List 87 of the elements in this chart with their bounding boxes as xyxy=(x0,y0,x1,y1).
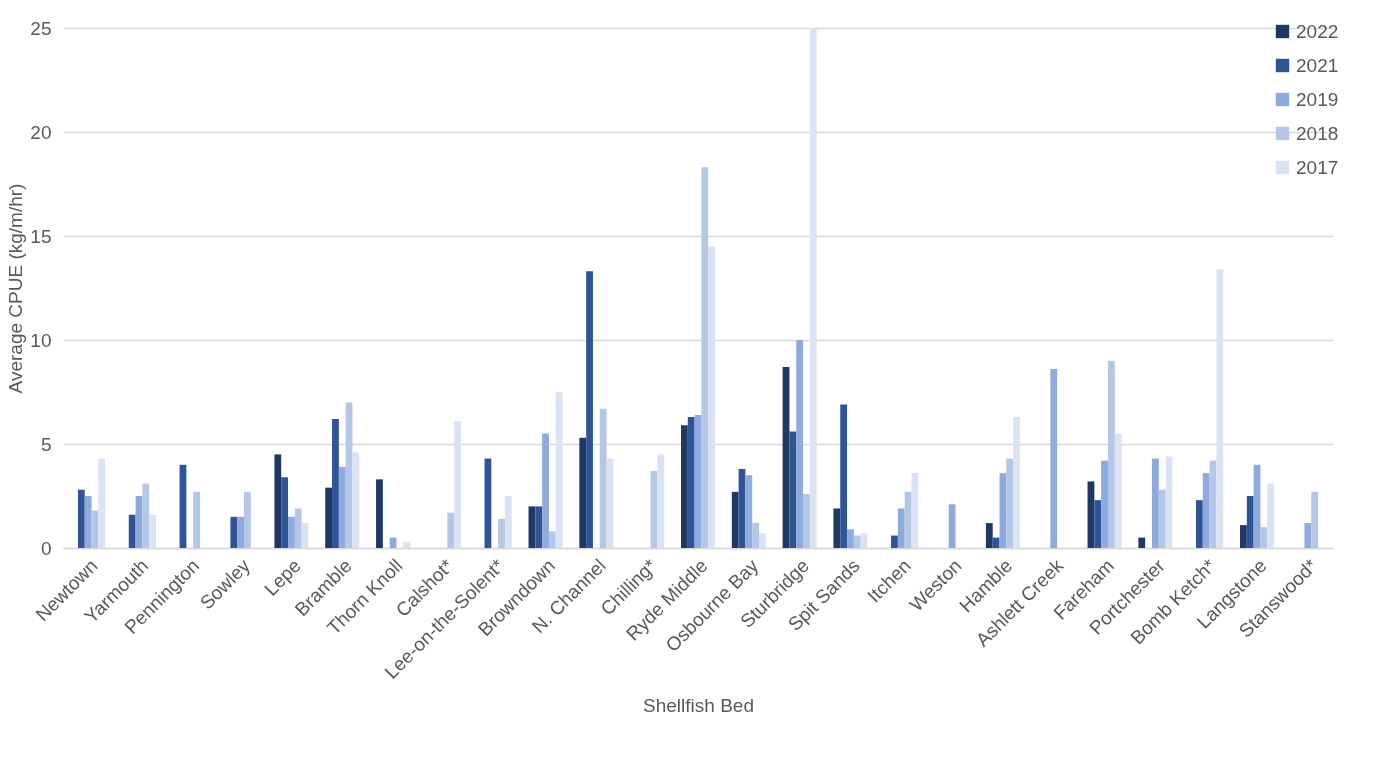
bar xyxy=(1107,360,1115,548)
bar xyxy=(796,340,804,548)
bar xyxy=(1114,433,1122,548)
bar xyxy=(687,416,695,548)
bar xyxy=(149,514,156,548)
bar xyxy=(230,516,238,548)
bar xyxy=(891,535,898,548)
bar xyxy=(911,473,919,548)
bar xyxy=(535,506,543,548)
bar xyxy=(1138,537,1146,548)
bar xyxy=(1260,527,1268,548)
bar xyxy=(244,491,251,548)
bar xyxy=(98,458,106,548)
bar xyxy=(1240,525,1247,548)
bar xyxy=(1202,473,1210,548)
bar xyxy=(948,504,956,548)
bar xyxy=(403,541,411,548)
bar xyxy=(454,421,461,548)
bar xyxy=(548,531,556,548)
legend-label: 2017 xyxy=(1296,156,1339,178)
y-tick-label: 15 xyxy=(30,225,52,247)
bar xyxy=(1101,460,1108,548)
bar xyxy=(142,483,150,548)
y-tick-label: 25 xyxy=(30,17,52,39)
bar xyxy=(542,433,549,548)
bar xyxy=(1311,491,1319,548)
bar xyxy=(193,491,201,548)
bar xyxy=(897,508,905,548)
bar xyxy=(680,425,688,548)
y-axis-title: Average CPUE (kg/m/hr) xyxy=(5,183,27,394)
bar xyxy=(504,496,512,548)
x-axis-title: Shellfish Bed xyxy=(643,694,754,716)
bar xyxy=(809,28,817,548)
bar xyxy=(84,496,92,548)
bar xyxy=(789,431,797,548)
bar xyxy=(281,477,289,548)
y-tick-label: 10 xyxy=(30,329,52,351)
bar xyxy=(1151,458,1159,548)
bar xyxy=(376,479,383,548)
y-tick-label: 0 xyxy=(40,537,52,559)
bar xyxy=(555,392,563,548)
bar xyxy=(840,404,848,548)
bar xyxy=(352,452,360,548)
legend-label: 2022 xyxy=(1296,20,1339,42)
bar xyxy=(1006,458,1014,548)
bar xyxy=(288,516,295,548)
bar xyxy=(1050,369,1058,548)
bar xyxy=(1304,523,1312,548)
bar xyxy=(325,487,333,548)
bar xyxy=(708,246,716,548)
bar xyxy=(332,419,339,548)
bar xyxy=(237,516,245,548)
bar xyxy=(294,508,302,548)
bar xyxy=(701,167,709,548)
bar xyxy=(745,475,753,548)
bar xyxy=(599,408,607,548)
bar xyxy=(860,533,868,548)
bar xyxy=(1246,496,1254,548)
legend-label: 2019 xyxy=(1296,88,1339,110)
bar xyxy=(731,491,739,548)
bar xyxy=(657,454,665,548)
bar xyxy=(1267,483,1275,548)
bar xyxy=(985,523,993,548)
bar xyxy=(1195,500,1203,548)
bar xyxy=(803,493,810,548)
bar xyxy=(579,437,587,548)
bar xyxy=(447,512,455,548)
bar xyxy=(752,523,760,548)
bar xyxy=(1216,269,1224,548)
y-tick-label: 20 xyxy=(30,121,52,143)
bar xyxy=(338,466,346,548)
bar xyxy=(847,529,854,548)
bar xyxy=(586,271,593,548)
bar xyxy=(128,514,136,548)
bar xyxy=(274,454,282,548)
legend-label: 2018 xyxy=(1296,122,1339,144)
bar xyxy=(1013,416,1020,548)
bar xyxy=(498,518,505,548)
bar xyxy=(833,508,841,548)
y-tick-label: 5 xyxy=(40,433,52,455)
bar xyxy=(853,535,861,548)
legend-label: 2021 xyxy=(1296,54,1339,76)
bar xyxy=(992,537,1000,548)
bar xyxy=(1094,500,1102,548)
bar xyxy=(1158,489,1166,548)
bar xyxy=(759,533,766,548)
bar xyxy=(77,489,85,548)
